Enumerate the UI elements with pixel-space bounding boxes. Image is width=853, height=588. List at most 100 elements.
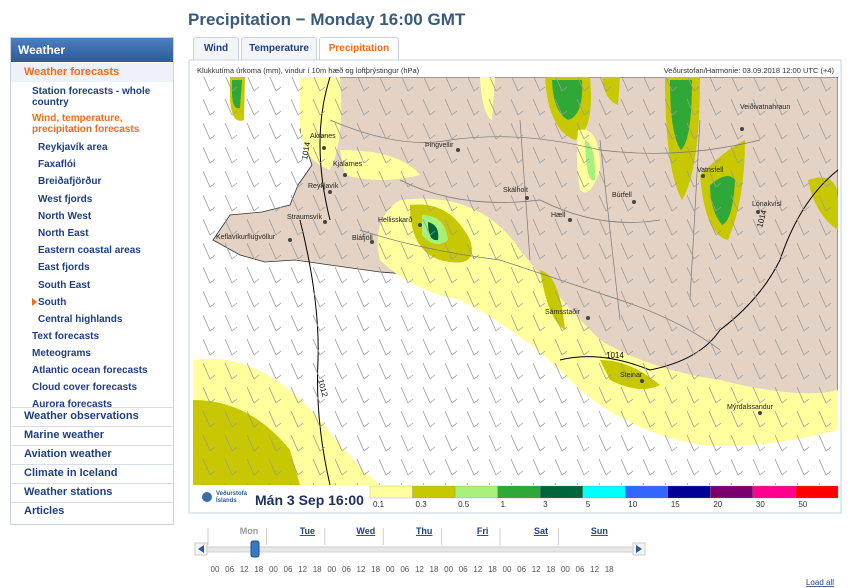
legend-swatch [454, 485, 498, 499]
tab[interactable]: Precipitation [319, 37, 399, 61]
region-link[interactable]: North West [38, 210, 92, 222]
hour-label[interactable]: 12 [415, 565, 424, 574]
hour-label[interactable]: 00 [503, 565, 512, 574]
nav-link[interactable]: Meteograms [32, 348, 91, 359]
legend-label: 0.3 [416, 500, 428, 509]
day-label[interactable]: Fri [477, 526, 489, 536]
region-link[interactable]: South [38, 296, 67, 308]
section-separator [11, 502, 173, 503]
region-link[interactable]: Central highlands [38, 314, 123, 325]
legend-swatch [497, 485, 541, 499]
region-link[interactable]: Reykjavík area [38, 142, 108, 153]
place-dot [568, 218, 572, 222]
region-link[interactable]: Faxaflói [38, 159, 76, 171]
timeline-thumb[interactable] [250, 540, 260, 558]
hour-label[interactable]: 06 [400, 565, 409, 574]
logo-icon [202, 492, 212, 502]
legend-swatch [625, 485, 668, 499]
nav-link[interactable]: Wind, temperature, precipitation forecas… [32, 113, 140, 135]
nav-link[interactable]: Aurora forecasts [32, 399, 113, 410]
region-link[interactable]: Breiðafjörður [38, 176, 102, 188]
nav-link[interactable]: Station forecasts - whole country [32, 86, 151, 108]
day-label[interactable]: Tue [300, 526, 315, 536]
legend-swatch [540, 485, 583, 499]
hour-label[interactable]: 06 [459, 565, 468, 574]
hour-label[interactable]: 12 [532, 565, 541, 574]
hour-label[interactable]: 12 [473, 565, 482, 574]
hour-label[interactable]: 06 [342, 565, 351, 574]
hour-label[interactable]: 18 [546, 565, 555, 574]
tab[interactable]: Wind [193, 37, 239, 60]
day-label[interactable]: Wed [356, 526, 375, 536]
day-label[interactable]: Mon [240, 526, 259, 536]
legend-label: 0.1 [373, 500, 385, 509]
logo-text: Veðurstofa [216, 490, 248, 497]
map-source: Veðurstofan/Harmonie: 03.09.2018 12:00 U… [664, 66, 835, 75]
hour-label[interactable]: 00 [211, 565, 220, 574]
nav-link[interactable]: Atlantic ocean forecasts [32, 365, 148, 376]
place-dot [640, 379, 644, 383]
sidebar-title[interactable]: Weather [11, 38, 173, 62]
nav-link[interactable]: Cloud cover forecasts [32, 382, 138, 393]
section-link[interactable]: Climate in Iceland [24, 467, 118, 479]
hour-label[interactable]: 18 [430, 565, 439, 574]
map-time: Mán 3 Sep 16:00 [255, 492, 364, 508]
region-link[interactable]: West fjords [38, 193, 93, 205]
place-label: Steinar [620, 372, 643, 379]
load-all[interactable]: Load all [806, 578, 834, 587]
place-label: Skálholt [503, 187, 528, 194]
place-label: Hellisskarð [378, 216, 412, 224]
hour-label[interactable]: 18 [605, 565, 614, 574]
hour-label[interactable]: 12 [298, 565, 307, 574]
hour-label[interactable]: 12 [357, 565, 366, 574]
hour-label[interactable]: 00 [327, 565, 336, 574]
prev-button[interactable] [194, 542, 208, 556]
place-label: Lónakvísl [752, 201, 782, 208]
place-dot [525, 196, 529, 200]
hour-label[interactable]: 18 [488, 565, 497, 574]
tab[interactable]: Temperature [241, 37, 317, 60]
section-link[interactable]: Weather observations [24, 410, 139, 422]
place-label: Sámsstaðir [545, 308, 581, 316]
section-link[interactable]: Weather forecasts [24, 66, 120, 78]
section-separator [11, 407, 173, 408]
hour-label[interactable]: 12 [240, 565, 249, 574]
region-link[interactable]: Eastern coastal areas [38, 245, 141, 257]
hour-label[interactable]: 18 [254, 565, 263, 574]
hour-label[interactable]: 06 [517, 565, 526, 574]
region-link[interactable]: South East [38, 279, 91, 291]
legend-label: 0.5 [458, 500, 470, 509]
hour-label[interactable]: 00 [561, 565, 570, 574]
timeline-track [206, 546, 634, 553]
hour-label[interactable]: 18 [371, 565, 380, 574]
place-dot [322, 146, 326, 150]
day-label[interactable]: Sun [591, 526, 608, 536]
region-link[interactable]: East fjords [38, 262, 90, 274]
hour-label[interactable]: 06 [225, 565, 234, 574]
next-button[interactable] [632, 542, 646, 556]
nav-link[interactable]: Text forecasts [32, 331, 100, 342]
section-link[interactable]: Articles [24, 505, 65, 517]
day-label[interactable]: Sat [534, 526, 548, 536]
isobar-label: 1014 [755, 208, 768, 228]
hour-label[interactable]: 00 [386, 565, 395, 574]
hour-label[interactable]: 00 [269, 565, 278, 574]
legend-label: 10 [628, 500, 637, 509]
hour-label[interactable]: 06 [284, 565, 293, 574]
region-link[interactable]: North East [38, 228, 89, 239]
hour-label[interactable]: 18 [313, 565, 322, 574]
section-link[interactable]: Weather stations [24, 486, 113, 498]
hour-label[interactable]: 00 [444, 565, 453, 574]
place-label: Akranes [310, 133, 336, 140]
active-bg [11, 63, 173, 82]
day-label[interactable]: Thu [416, 526, 433, 536]
place-label: Búrfell [612, 192, 632, 199]
place-label: Bláfjöll [352, 235, 373, 242]
section-link[interactable]: Aviation weather [24, 448, 112, 460]
land [212, 77, 838, 433]
hour-label[interactable]: 06 [576, 565, 585, 574]
hour-label[interactable]: 12 [590, 565, 599, 574]
section-link[interactable]: Marine weather [24, 429, 105, 441]
place-label: Veiðivatnahraun [740, 103, 790, 111]
